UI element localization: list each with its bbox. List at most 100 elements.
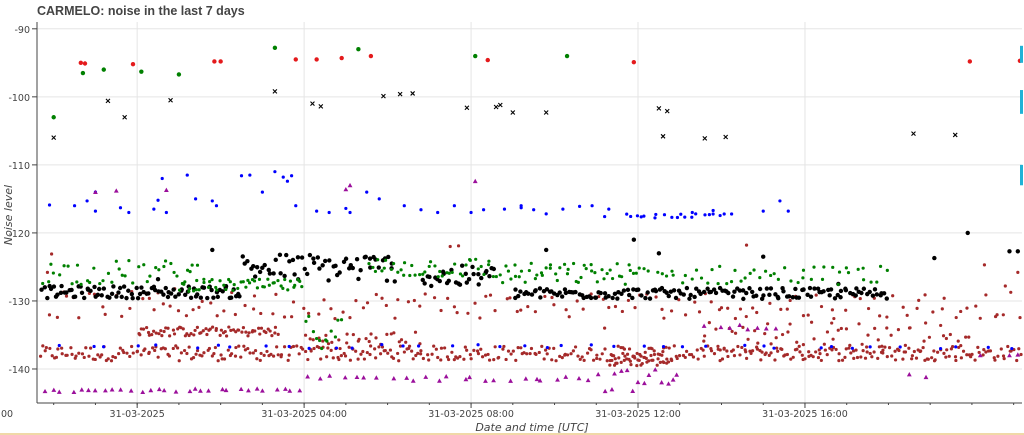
noise-point [694,286,699,291]
noise-point [252,294,257,298]
noise-point [307,314,311,318]
noise-point [942,296,946,300]
noise-point [973,358,977,362]
noise-point [768,301,772,305]
noise-point [285,179,290,183]
noise-point [626,298,631,303]
noise-point [308,337,312,341]
noise-point [959,309,963,314]
noise-point [168,97,173,103]
noise-point [333,316,337,321]
noise-point [252,307,256,311]
noise-point [718,213,722,218]
noise-point [476,343,480,347]
x-tick-label: 31-03-2025 16:00 [762,409,848,420]
noise-point [1018,315,1022,320]
noise-point [348,358,352,362]
noise-point [954,345,958,349]
noise-point [318,103,324,109]
noise-point [977,352,983,358]
noise-point [674,372,680,377]
noise-point [304,349,308,354]
noise-point [302,306,306,311]
noise-point [484,268,489,274]
noise-point [197,288,201,292]
noise-point [156,386,162,392]
noise-point [72,294,78,299]
noise-point [274,292,278,296]
noise-point [427,264,431,269]
noise-point [329,348,333,352]
noise-point [670,269,674,273]
noise-point [194,352,198,356]
x-tick-label: 31-03-2025 12:00 [595,409,681,420]
noise-point [988,349,993,353]
noise-point [807,285,813,291]
noise-point [717,308,722,312]
noise-point [51,135,57,141]
noise-point [413,330,418,334]
noise-point [930,356,934,360]
noise-point [473,53,478,59]
noise-point [45,295,50,301]
noise-point [70,282,74,286]
noise-point [619,368,624,373]
noise-point [210,354,214,358]
noise-point [242,344,246,348]
noise-point [224,287,228,292]
noise-point [373,347,377,351]
noise-point [758,348,762,353]
noise-point [688,292,693,298]
noise-point [207,346,212,351]
noise-point [538,295,543,300]
noise-point [60,346,64,350]
noise-point [362,357,367,361]
noise-point [953,355,958,359]
noise-point [317,336,321,340]
noise-point [237,328,241,332]
noise-point [279,353,284,357]
noise-point [298,279,302,283]
noise-point [406,300,411,304]
y-axis-label: Noise level [2,185,15,245]
noise-point [616,344,620,348]
noise-point [707,321,711,325]
noise-point [788,322,792,326]
noise-point [839,326,843,331]
noise-point [246,388,251,393]
noise-point [363,254,368,259]
noise-point [830,308,834,312]
noise-point [869,280,873,284]
noise-point [801,268,806,272]
noise-point [302,266,307,272]
noise-point [624,367,630,373]
noise-point [224,334,229,338]
noise-point [480,355,485,359]
noise-point [446,357,451,362]
noise-point [122,114,128,120]
noise-point [247,281,252,285]
noise-point [357,337,361,341]
noise-point [706,281,710,285]
noise-point [482,272,486,277]
noise-point [399,268,403,272]
noise-point [451,344,455,348]
noise-point [317,345,321,350]
noise-point [681,281,685,285]
noise-point [610,276,615,281]
noise-point [629,362,633,367]
noise-point [915,306,919,310]
noise-point [103,312,107,317]
noise-point [558,354,562,358]
noise-point [683,215,687,219]
noise-point [831,337,835,341]
noise-point [615,361,619,365]
noise-point [101,67,106,72]
noise-point [233,354,238,358]
noise-point [187,345,191,349]
noise-point [110,280,114,284]
noise-point [628,359,632,363]
noise-point [96,353,100,357]
noise-point [384,303,388,308]
x-tick-label: 31-03-2025 08:00 [428,409,514,420]
